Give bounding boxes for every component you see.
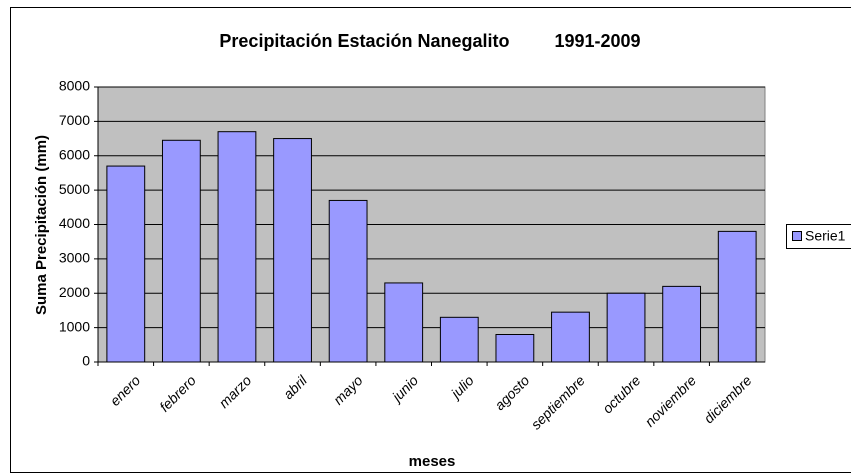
bar <box>273 138 312 363</box>
bar <box>551 311 590 363</box>
bar <box>495 334 535 363</box>
bar <box>161 139 201 363</box>
y-tick-label: 4000 <box>59 215 90 231</box>
bar <box>662 285 702 363</box>
bar <box>439 316 479 363</box>
y-tick-label: 1000 <box>59 318 90 334</box>
y-axis-title: Suma Precipitación (mm) <box>33 135 50 315</box>
y-tick-label: 3000 <box>59 250 90 266</box>
y-tick-label: 2000 <box>59 284 90 300</box>
bar <box>717 230 757 363</box>
legend-swatch <box>792 231 802 241</box>
chart-title: Precipitación Estación Nanegalito 1991-2… <box>219 31 640 51</box>
y-tick-label: 8000 <box>59 78 90 94</box>
y-tick-label: 7000 <box>59 112 90 128</box>
bar <box>217 131 257 363</box>
legend-label: Serie1 <box>805 228 846 244</box>
y-tick-label: 5000 <box>59 181 90 197</box>
y-tick-label: 6000 <box>59 146 90 162</box>
bar <box>606 292 646 363</box>
y-tick-label: 0 <box>82 353 90 369</box>
bar <box>328 199 368 363</box>
x-axis-title: meses <box>409 453 456 470</box>
bar <box>384 282 424 363</box>
bar <box>106 165 146 363</box>
